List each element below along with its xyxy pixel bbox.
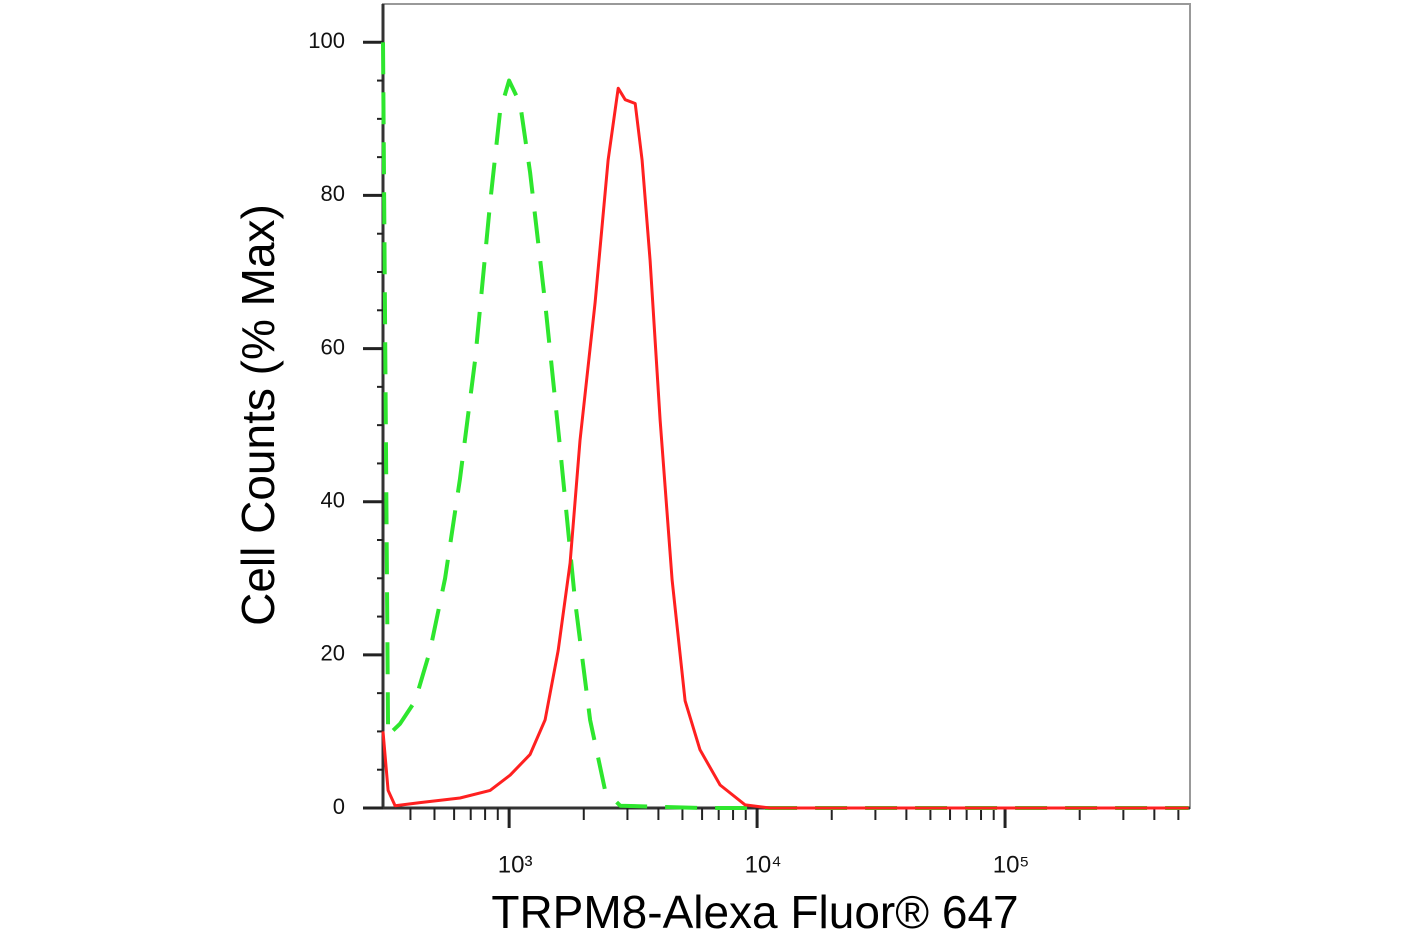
- x-tick-label: 10⁵: [993, 851, 1030, 878]
- x-tick-label: 10³: [498, 851, 533, 878]
- y-tick-label: 40: [321, 488, 345, 513]
- x-tick-label: 10⁴: [745, 851, 782, 878]
- plot-frame: [382, 3, 1191, 809]
- y-tick-label: 60: [321, 334, 345, 359]
- y-tick-label: 20: [321, 641, 345, 666]
- x-axis-label: TRPM8-Alexa Fluor® 647: [491, 886, 1018, 938]
- control-histogram: [381, 42, 1189, 810]
- y-tick-label: 100: [308, 28, 345, 53]
- y-axis-label: Cell Counts (% Max): [232, 204, 284, 626]
- y-tick-label: 0: [333, 794, 345, 819]
- y-tick-label: 80: [321, 181, 345, 206]
- sample-histogram: [381, 86, 1189, 810]
